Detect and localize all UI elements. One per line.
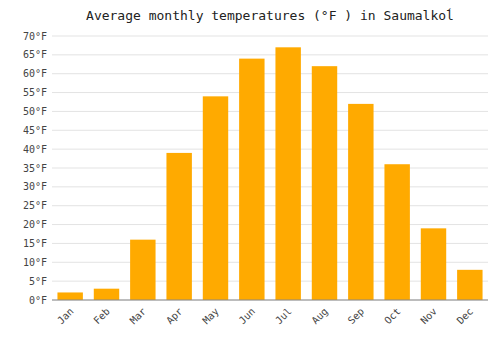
y-tick-label: 65°F (23, 49, 47, 60)
bar (130, 240, 155, 300)
chart: Average monthly temperatures (°F ) in Sa… (0, 0, 500, 350)
bar (457, 270, 482, 300)
y-tick-label: 40°F (23, 144, 47, 155)
y-tick-label: 55°F (23, 87, 47, 98)
bar (203, 96, 228, 300)
bars (57, 47, 482, 300)
x-tick-label: Nov (418, 306, 439, 327)
grid (52, 36, 488, 300)
y-tick-label: 15°F (23, 238, 47, 249)
grid-line (52, 300, 488, 301)
grid-line (52, 130, 488, 131)
bar (384, 164, 409, 300)
grid-line (52, 186, 488, 187)
bar (312, 66, 337, 300)
grid-line (52, 149, 488, 150)
y-tick-label: 70°F (23, 31, 47, 42)
x-tick-label: Mar (128, 306, 149, 327)
x-tick-label: Feb (91, 306, 112, 327)
y-tick-label: 30°F (23, 181, 47, 192)
y-tick-label: 45°F (23, 125, 47, 136)
grid-line (52, 73, 488, 74)
y-tick-label: 10°F (23, 257, 47, 268)
y-tick-label: 5°F (29, 276, 47, 287)
x-tick-label: Jul (273, 306, 294, 327)
x-tick-label: Apr (164, 306, 185, 327)
grid-line (52, 54, 488, 55)
bar (275, 47, 300, 300)
y-tick-label: 50°F (23, 106, 47, 117)
grid-line (52, 205, 488, 206)
x-tick-label: Dec (455, 306, 476, 327)
grid-line (52, 224, 488, 225)
x-axis-line (52, 300, 488, 301)
grid-line (52, 36, 488, 37)
y-tick-label: 60°F (23, 68, 47, 79)
y-tick-label: 20°F (23, 219, 47, 230)
x-tick-label: Aug (309, 306, 330, 327)
y-tick-label: 35°F (23, 163, 47, 174)
bar (94, 289, 119, 300)
x-tick-label: Jan (55, 306, 76, 327)
bar (57, 292, 82, 300)
grid-line (52, 111, 488, 112)
y-tick-label: 0°F (29, 295, 47, 306)
grid-line (52, 92, 488, 93)
bar (166, 153, 191, 300)
y-tick-label: 25°F (23, 200, 47, 211)
grid-line (52, 168, 488, 169)
x-tick-label: Jun (237, 306, 258, 327)
x-tick-label: May (200, 306, 221, 327)
title: Average monthly temperatures (°F ) in Sa… (86, 8, 454, 23)
x-tick-label: Oct (382, 306, 403, 327)
bar (239, 59, 264, 300)
x-tick-label: Sep (346, 306, 367, 327)
bar (421, 228, 446, 300)
bar (348, 104, 373, 300)
